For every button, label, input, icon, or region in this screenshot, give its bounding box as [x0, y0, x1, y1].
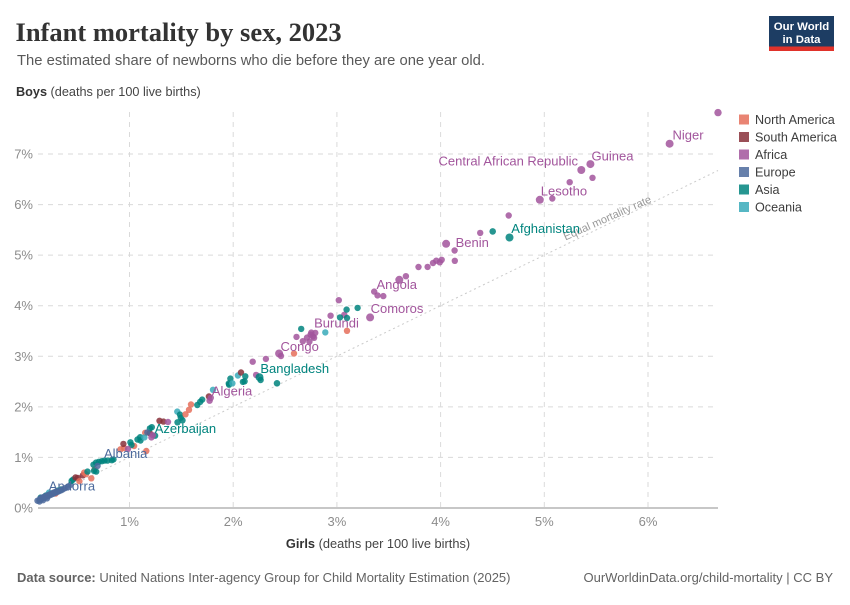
svg-text:6%: 6% [639, 514, 658, 529]
svg-text:4%: 4% [14, 298, 33, 313]
svg-text:Comoros: Comoros [371, 301, 424, 316]
svg-text:Europe: Europe [755, 166, 796, 180]
svg-text:1%: 1% [120, 514, 139, 529]
svg-text:Data source: United Nations In: Data source: United Nations Inter-agency… [17, 570, 511, 585]
svg-text:3%: 3% [328, 514, 347, 529]
svg-text:OurWorldinData.org/child-morta: OurWorldinData.org/child-mortality | CC … [584, 570, 834, 585]
svg-text:1%: 1% [14, 450, 33, 465]
svg-text:2%: 2% [14, 399, 33, 414]
svg-text:Angola: Angola [377, 277, 418, 292]
svg-text:South America: South America [755, 131, 837, 145]
svg-text:Albania: Albania [104, 446, 148, 461]
svg-text:5%: 5% [14, 248, 33, 263]
svg-text:Burundi: Burundi [314, 316, 359, 331]
svg-text:Oceania: Oceania [755, 201, 802, 215]
svg-text:in Data: in Data [783, 34, 822, 46]
svg-text:Lesotho: Lesotho [541, 184, 587, 199]
svg-text:6%: 6% [14, 197, 33, 212]
svg-text:3%: 3% [14, 349, 33, 364]
svg-text:Girls (deaths per 100 live bir: Girls (deaths per 100 live births) [286, 536, 470, 551]
svg-text:Niger: Niger [673, 128, 705, 143]
svg-text:Algeria: Algeria [212, 383, 253, 398]
svg-text:Guinea: Guinea [592, 148, 635, 163]
svg-text:5%: 5% [535, 514, 554, 529]
svg-text:Azerbaijan: Azerbaijan [155, 421, 216, 436]
svg-text:Benin: Benin [456, 235, 489, 250]
svg-text:Boys (deaths per 100 live birt: Boys (deaths per 100 live births) [16, 85, 201, 99]
svg-text:Asia: Asia [755, 183, 780, 197]
svg-text:7%: 7% [14, 147, 33, 162]
svg-text:Andorra: Andorra [49, 479, 96, 494]
svg-text:The estimated share of newborn: The estimated share of newborns who die … [17, 53, 485, 69]
svg-text:Central African Republic: Central African Republic [439, 154, 579, 169]
svg-text:Our World: Our World [774, 21, 830, 33]
svg-text:4%: 4% [431, 514, 450, 529]
svg-text:Africa: Africa [755, 148, 787, 162]
svg-text:0%: 0% [14, 501, 33, 516]
svg-text:2%: 2% [224, 514, 243, 529]
svg-text:Afghanistan: Afghanistan [511, 221, 580, 236]
svg-text:Bangladesh: Bangladesh [260, 361, 329, 376]
svg-text:North America: North America [755, 113, 835, 127]
svg-text:Infant mortality by sex, 2023: Infant mortality by sex, 2023 [16, 17, 342, 47]
svg-text:Congo: Congo [281, 339, 319, 354]
